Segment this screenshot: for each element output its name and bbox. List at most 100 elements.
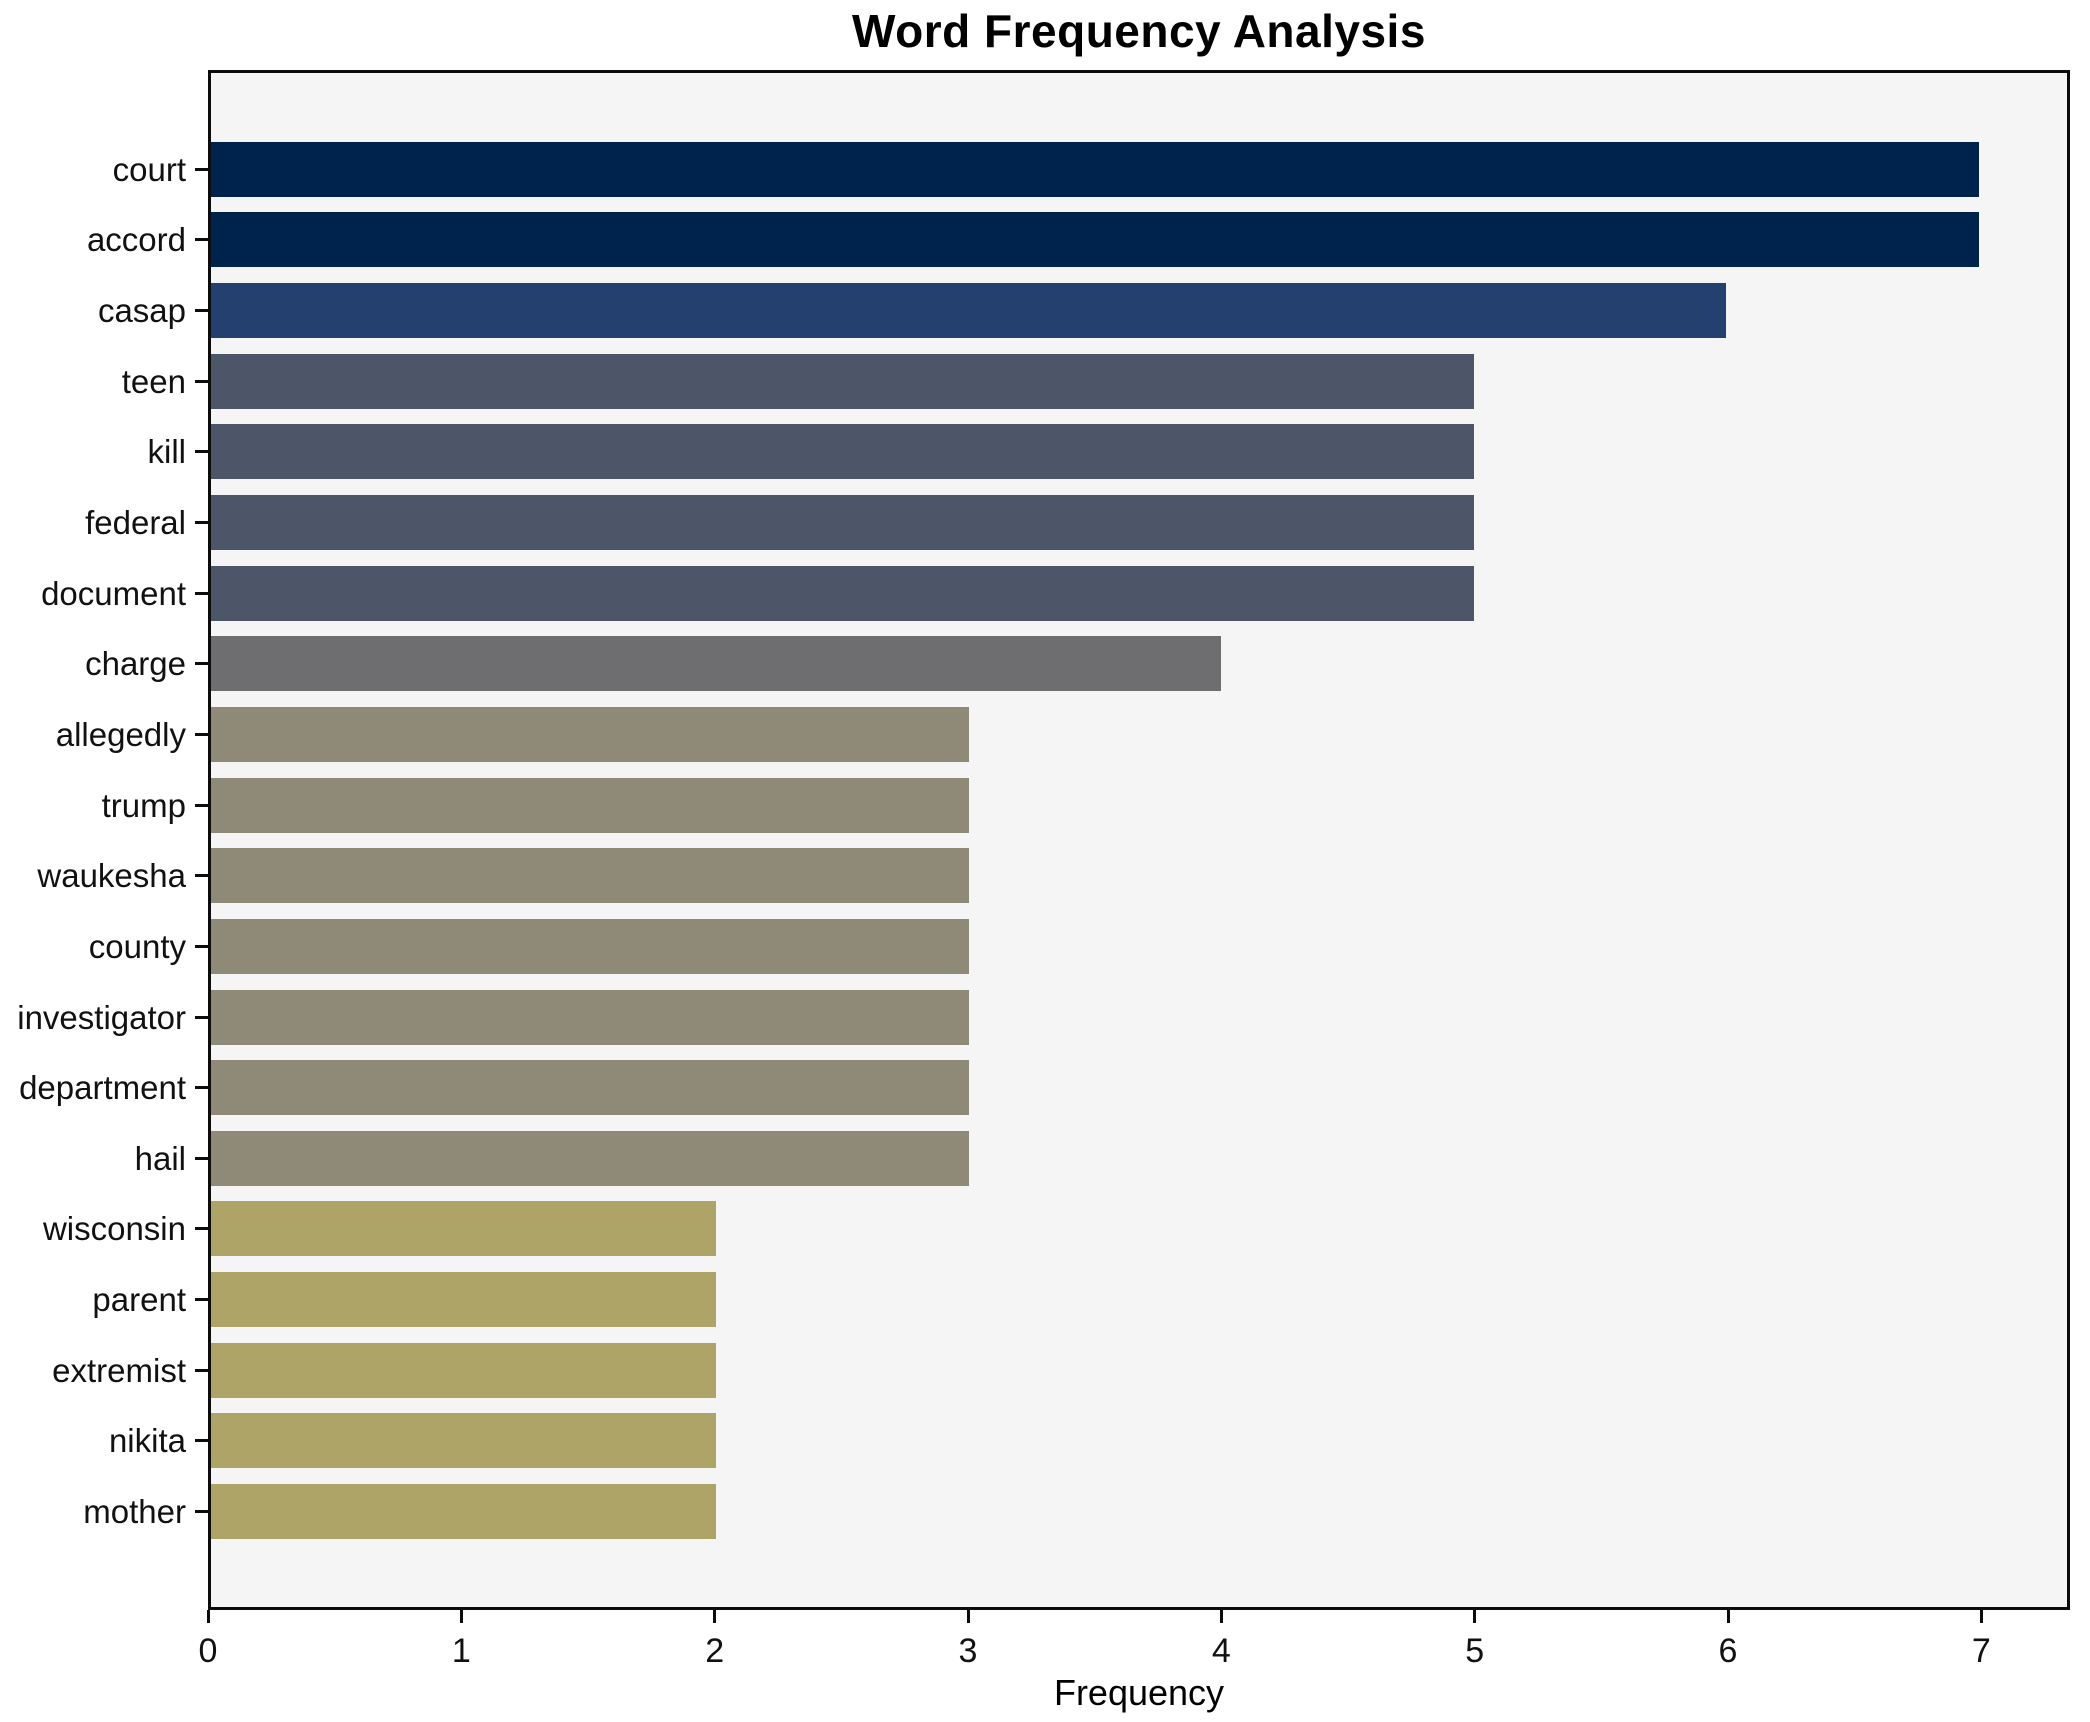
y-tick-mark bbox=[195, 1439, 208, 1443]
y-label-row: mother bbox=[0, 1476, 208, 1547]
y-tick-mark bbox=[195, 662, 208, 666]
x-tick-mark bbox=[713, 1610, 717, 1623]
y-label-row: hail bbox=[0, 1123, 208, 1194]
y-label-row: federal bbox=[0, 487, 208, 558]
y-label-row: wisconsin bbox=[0, 1194, 208, 1265]
bars-container bbox=[211, 73, 2067, 1607]
bar-casap bbox=[211, 283, 1727, 339]
bar-document bbox=[211, 565, 1474, 621]
bar-court bbox=[211, 141, 1979, 197]
bar-extremist bbox=[211, 1342, 717, 1398]
y-label-row: charge bbox=[0, 628, 208, 699]
y-tick-label-accord: accord bbox=[86, 221, 186, 259]
y-label-row: county bbox=[0, 911, 208, 982]
bar-row bbox=[211, 1194, 2067, 1265]
y-label-row: parent bbox=[0, 1264, 208, 1335]
y-tick-mark bbox=[195, 238, 208, 242]
bar-kill bbox=[211, 424, 1474, 480]
bar-waukesha bbox=[211, 848, 969, 904]
bar-row bbox=[211, 840, 2067, 911]
y-tick-label-nikita: nikita bbox=[108, 1422, 186, 1460]
y-label-row: waukesha bbox=[0, 840, 208, 911]
x-tick-mark bbox=[459, 1610, 463, 1623]
x-tick-label-1: 1 bbox=[451, 1632, 471, 1670]
x-tick-mark bbox=[1219, 1610, 1223, 1623]
bar-federal bbox=[211, 495, 1474, 551]
y-tick-mark bbox=[195, 732, 208, 736]
y-tick-mark bbox=[195, 450, 208, 454]
y-tick-label-extremist: extremist bbox=[52, 1351, 186, 1389]
y-tick-label-document: document bbox=[41, 574, 186, 612]
bar-parent bbox=[211, 1272, 717, 1328]
y-tick-mark bbox=[195, 1015, 208, 1019]
y-tick-label-federal: federal bbox=[85, 504, 186, 542]
bar-hail bbox=[211, 1130, 969, 1186]
bar-teen bbox=[211, 353, 1474, 409]
y-label-row: casap bbox=[0, 275, 208, 346]
y-tick-mark bbox=[195, 1156, 208, 1160]
bar-accord bbox=[211, 212, 1979, 268]
bar-mother bbox=[211, 1483, 717, 1539]
y-tick-mark bbox=[195, 874, 208, 878]
plot-area bbox=[208, 70, 2070, 1610]
bar-row bbox=[211, 1052, 2067, 1123]
x-tick-label-6: 6 bbox=[1718, 1632, 1738, 1670]
bar-row bbox=[211, 275, 2067, 346]
x-tick-label-0: 0 bbox=[198, 1632, 218, 1670]
x-tick-label-3: 3 bbox=[958, 1632, 978, 1670]
y-tick-mark bbox=[195, 1227, 208, 1231]
y-tick-mark bbox=[195, 591, 208, 595]
y-tick-label-investigator: investigator bbox=[17, 998, 186, 1036]
bar-row bbox=[211, 134, 2067, 205]
y-tick-mark bbox=[195, 309, 208, 313]
bar-row bbox=[211, 1335, 2067, 1406]
x-tick-mark bbox=[1726, 1610, 1730, 1623]
bar-row bbox=[211, 982, 2067, 1053]
y-label-row: accord bbox=[0, 205, 208, 276]
x-tick-mark bbox=[206, 1610, 210, 1623]
y-axis-labels: court accord casap teen kill federal document c… bbox=[0, 70, 208, 1674]
bar-department bbox=[211, 1060, 969, 1116]
y-tick-mark bbox=[195, 1298, 208, 1302]
y-label-row: document bbox=[0, 558, 208, 629]
y-tick-mark bbox=[195, 803, 208, 807]
y-tick-mark bbox=[195, 944, 208, 948]
y-tick-label-waukesha: waukesha bbox=[37, 857, 186, 895]
x-tick-label-5: 5 bbox=[1465, 1632, 1485, 1670]
y-label-row: investigator bbox=[0, 982, 208, 1053]
y-tick-label-court: court bbox=[112, 150, 186, 188]
y-label-row: kill bbox=[0, 417, 208, 488]
bar-allegedly bbox=[211, 706, 969, 762]
y-tick-label-parent: parent bbox=[92, 1281, 186, 1319]
y-tick-label-kill: kill bbox=[147, 433, 187, 471]
x-tick-label-2: 2 bbox=[705, 1632, 725, 1670]
y-tick-label-mother: mother bbox=[83, 1492, 186, 1530]
bar-row bbox=[211, 699, 2067, 770]
y-tick-label-allegedly: allegedly bbox=[55, 715, 186, 753]
bar-nikita bbox=[211, 1413, 717, 1469]
x-tick-mark bbox=[1979, 1610, 1983, 1623]
bar-row bbox=[211, 1406, 2067, 1477]
y-tick-label-trump: trump bbox=[101, 786, 186, 824]
bar-row bbox=[211, 487, 2067, 558]
bar-row bbox=[211, 911, 2067, 982]
chart-title: Word Frequency Analysis bbox=[852, 5, 1426, 57]
y-label-row: court bbox=[0, 134, 208, 205]
bar-row bbox=[211, 417, 2067, 488]
bar-row bbox=[211, 628, 2067, 699]
y-tick-mark bbox=[195, 1509, 208, 1513]
bar-county bbox=[211, 918, 969, 974]
bar-trump bbox=[211, 777, 969, 833]
y-label-row: department bbox=[0, 1052, 208, 1123]
y-tick-label-casap: casap bbox=[97, 292, 186, 330]
bar-row bbox=[211, 1476, 2067, 1547]
x-tick-label-7: 7 bbox=[1971, 1632, 1991, 1670]
x-tick-mark bbox=[1473, 1610, 1477, 1623]
y-tick-label-charge: charge bbox=[85, 645, 186, 683]
bar-row bbox=[211, 1123, 2067, 1194]
y-tick-mark bbox=[195, 1086, 208, 1090]
y-label-row: teen bbox=[0, 346, 208, 417]
bar-row bbox=[211, 558, 2067, 629]
y-label-row: allegedly bbox=[0, 699, 208, 770]
